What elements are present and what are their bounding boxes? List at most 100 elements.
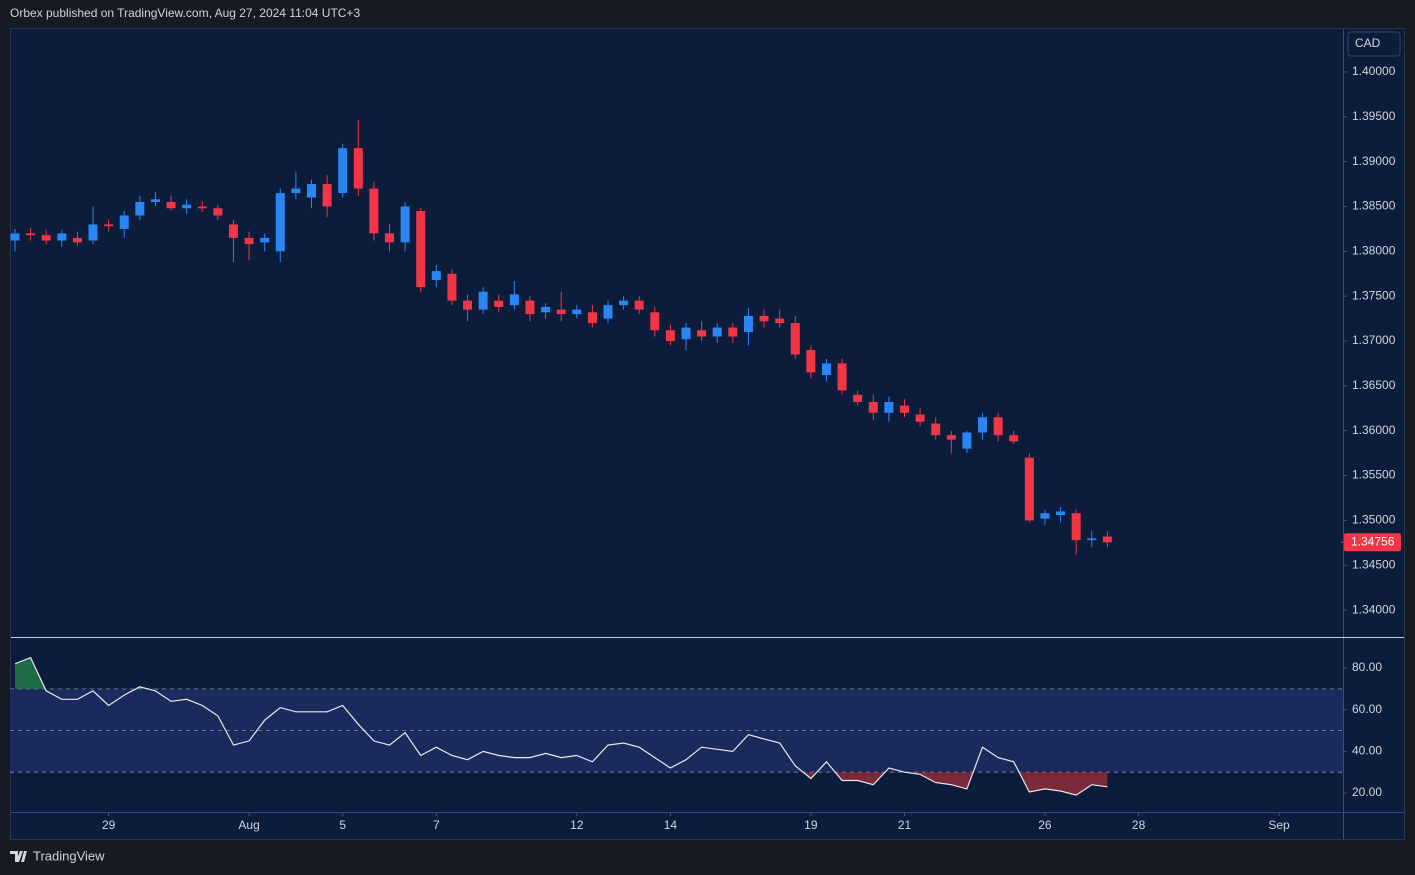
candle-body bbox=[946, 435, 956, 440]
x-tick-label: 7 bbox=[433, 818, 440, 832]
candle-body bbox=[1102, 536, 1112, 543]
y-tick-label: 40.00 bbox=[1352, 744, 1382, 758]
candle-body bbox=[291, 188, 301, 194]
y-tick-label: 1.36500 bbox=[1352, 378, 1396, 392]
x-tick-label: 28 bbox=[1132, 818, 1146, 832]
candle-body bbox=[416, 210, 426, 288]
candle-body bbox=[463, 300, 473, 310]
y-tick-label: 1.34500 bbox=[1352, 557, 1396, 571]
x-tick-label: Aug bbox=[238, 818, 259, 832]
candle-body bbox=[41, 235, 51, 241]
candle-body bbox=[182, 204, 192, 209]
candle-body bbox=[962, 432, 972, 449]
candle-body bbox=[260, 237, 270, 243]
candle-body bbox=[603, 305, 613, 319]
candle-body bbox=[993, 417, 1003, 436]
candle-body bbox=[135, 202, 145, 216]
candle-body bbox=[728, 327, 738, 337]
y-tick-label: 1.36000 bbox=[1352, 423, 1396, 437]
candle-body bbox=[275, 193, 285, 252]
x-tick-label: 12 bbox=[570, 818, 584, 832]
y-tick-label: 1.34000 bbox=[1352, 602, 1396, 616]
candle-body bbox=[743, 315, 753, 333]
candle-body bbox=[821, 363, 831, 376]
y-tick-label: 1.38500 bbox=[1352, 199, 1396, 213]
y-tick-label: 1.38000 bbox=[1352, 244, 1396, 258]
candle-body bbox=[1056, 511, 1066, 516]
candle-body bbox=[572, 309, 582, 315]
candle-body bbox=[228, 224, 238, 238]
candle-body bbox=[556, 309, 566, 315]
candle-body bbox=[353, 148, 363, 189]
candle-body bbox=[1009, 435, 1019, 442]
x-tick-label: 5 bbox=[339, 818, 346, 832]
x-tick-label: 29 bbox=[102, 818, 116, 832]
x-tick-label: 26 bbox=[1038, 818, 1052, 832]
candle-body bbox=[697, 330, 707, 337]
candle-body bbox=[681, 327, 691, 340]
y-tick-label: 1.37500 bbox=[1352, 288, 1396, 302]
candle-body bbox=[306, 184, 316, 198]
y-tick-label: 1.39500 bbox=[1352, 109, 1396, 123]
x-tick-label: 21 bbox=[898, 818, 912, 832]
candle-body bbox=[790, 323, 800, 355]
candle-body bbox=[1087, 538, 1097, 541]
candle-body bbox=[899, 405, 909, 413]
candle-body bbox=[853, 394, 863, 403]
y-tick-label: 1.37000 bbox=[1352, 333, 1396, 347]
candle-body bbox=[10, 233, 20, 241]
overbought-fill bbox=[14, 657, 148, 689]
candle-body bbox=[400, 206, 410, 243]
candle-body bbox=[509, 294, 519, 306]
x-tick-label: 14 bbox=[664, 818, 678, 832]
candle-body bbox=[72, 237, 82, 243]
candle-body bbox=[150, 199, 160, 202]
candle-body bbox=[775, 318, 785, 324]
y-tick-label: 20.00 bbox=[1352, 785, 1382, 799]
candle-body bbox=[197, 206, 207, 209]
candle-body bbox=[712, 327, 722, 337]
brand: TradingView bbox=[33, 848, 105, 863]
candle-body bbox=[634, 300, 644, 310]
tradingview-logo bbox=[10, 851, 27, 862]
candle-body bbox=[369, 188, 379, 234]
candle-body bbox=[915, 414, 925, 422]
currency-label[interactable]: CAD bbox=[1355, 36, 1381, 50]
candle-body bbox=[478, 291, 488, 310]
y-tick-label: 80.00 bbox=[1352, 660, 1382, 674]
candle-body bbox=[385, 233, 395, 243]
y-tick-label: 1.40000 bbox=[1352, 64, 1396, 78]
candle-body bbox=[1071, 513, 1081, 541]
candle-body bbox=[166, 202, 176, 209]
x-tick-label: Sep bbox=[1268, 818, 1290, 832]
candle-body bbox=[837, 363, 847, 391]
publish-info: Orbex published on TradingView.com, Aug … bbox=[10, 6, 360, 20]
y-tick-label: 60.00 bbox=[1352, 702, 1382, 716]
currency-box[interactable] bbox=[1347, 31, 1401, 57]
last-price-label: 1.34756 bbox=[1351, 534, 1395, 548]
candle-body bbox=[244, 237, 254, 245]
candle-body bbox=[665, 330, 675, 342]
candle-body bbox=[213, 208, 223, 216]
candle-body bbox=[525, 300, 535, 315]
candle-body bbox=[759, 315, 769, 322]
last-price-tag bbox=[1344, 533, 1401, 552]
candle-body bbox=[338, 148, 348, 194]
candle-body bbox=[884, 402, 894, 413]
candle-body bbox=[541, 306, 551, 313]
candle-body bbox=[494, 300, 504, 307]
candle-body bbox=[978, 417, 988, 433]
candle-body bbox=[587, 312, 597, 324]
candle-body bbox=[26, 233, 36, 236]
x-tick-label: 19 bbox=[804, 818, 818, 832]
candle-body bbox=[868, 402, 878, 413]
candle-body bbox=[88, 224, 98, 241]
candle-body bbox=[1024, 457, 1034, 521]
candle-body bbox=[650, 312, 660, 331]
candle-body bbox=[322, 184, 332, 207]
y-tick-label: 1.35500 bbox=[1352, 468, 1396, 482]
candle-body bbox=[931, 423, 941, 436]
candle-body bbox=[57, 233, 67, 241]
